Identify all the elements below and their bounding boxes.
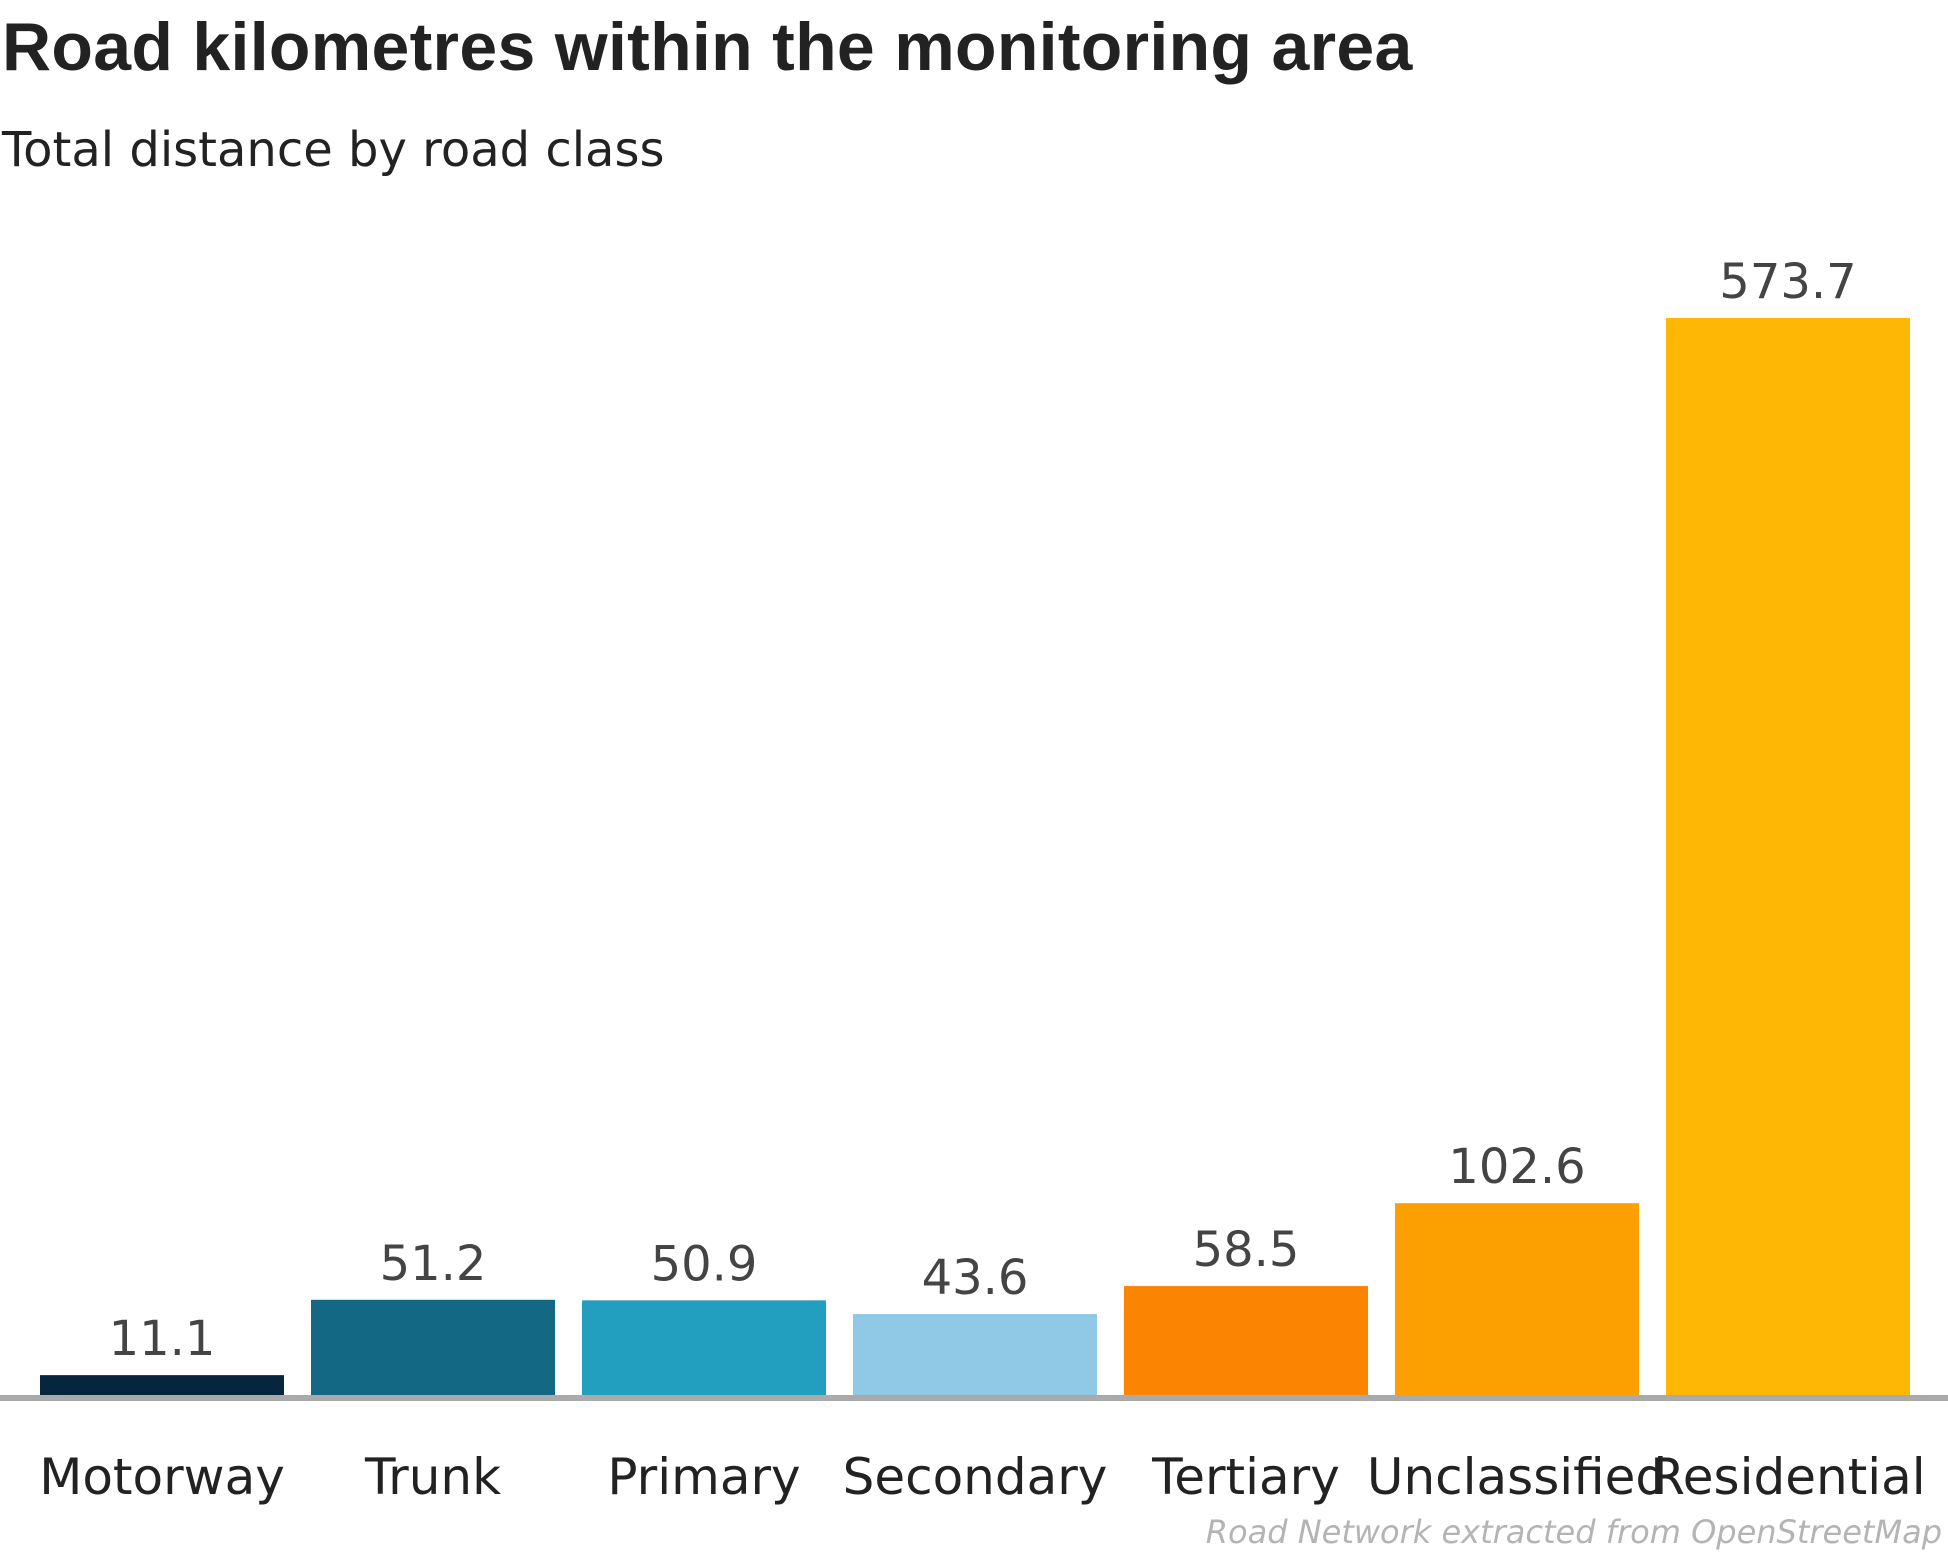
value-label-unclassified: 102.6 — [1448, 1139, 1585, 1195]
bar-tertiary — [1124, 1286, 1368, 1396]
bar-primary — [582, 1300, 826, 1396]
category-label-unclassified: Unclassified — [1367, 1448, 1667, 1506]
source-note: Road Network extracted from OpenStreetMa… — [1205, 1513, 1942, 1551]
category-label-residential: Residential — [1650, 1448, 1925, 1506]
category-label-secondary: Secondary — [843, 1448, 1108, 1506]
value-label-secondary: 43.6 — [922, 1250, 1029, 1306]
chart-subtitle: Total distance by road class — [2, 122, 665, 178]
value-label-trunk: 51.2 — [380, 1236, 487, 1292]
value-label-motorway: 11.1 — [109, 1311, 216, 1367]
category-label-primary: Primary — [607, 1448, 800, 1506]
bar-trunk — [311, 1299, 555, 1396]
bar-motorway — [40, 1375, 284, 1396]
value-label-residential: 573.7 — [1719, 254, 1856, 310]
category-label-trunk: Trunk — [364, 1448, 501, 1506]
bar-residential — [1666, 318, 1910, 1396]
value-label-tertiary: 58.5 — [1193, 1222, 1300, 1278]
bar-secondary — [853, 1314, 1097, 1396]
bar-unclassified — [1395, 1203, 1639, 1396]
chart-title: Road kilometres within the monitoring ar… — [2, 9, 1413, 85]
category-label-motorway: Motorway — [39, 1448, 285, 1506]
value-label-primary: 50.9 — [651, 1236, 758, 1292]
category-label-tertiary: Tertiary — [1151, 1448, 1340, 1506]
